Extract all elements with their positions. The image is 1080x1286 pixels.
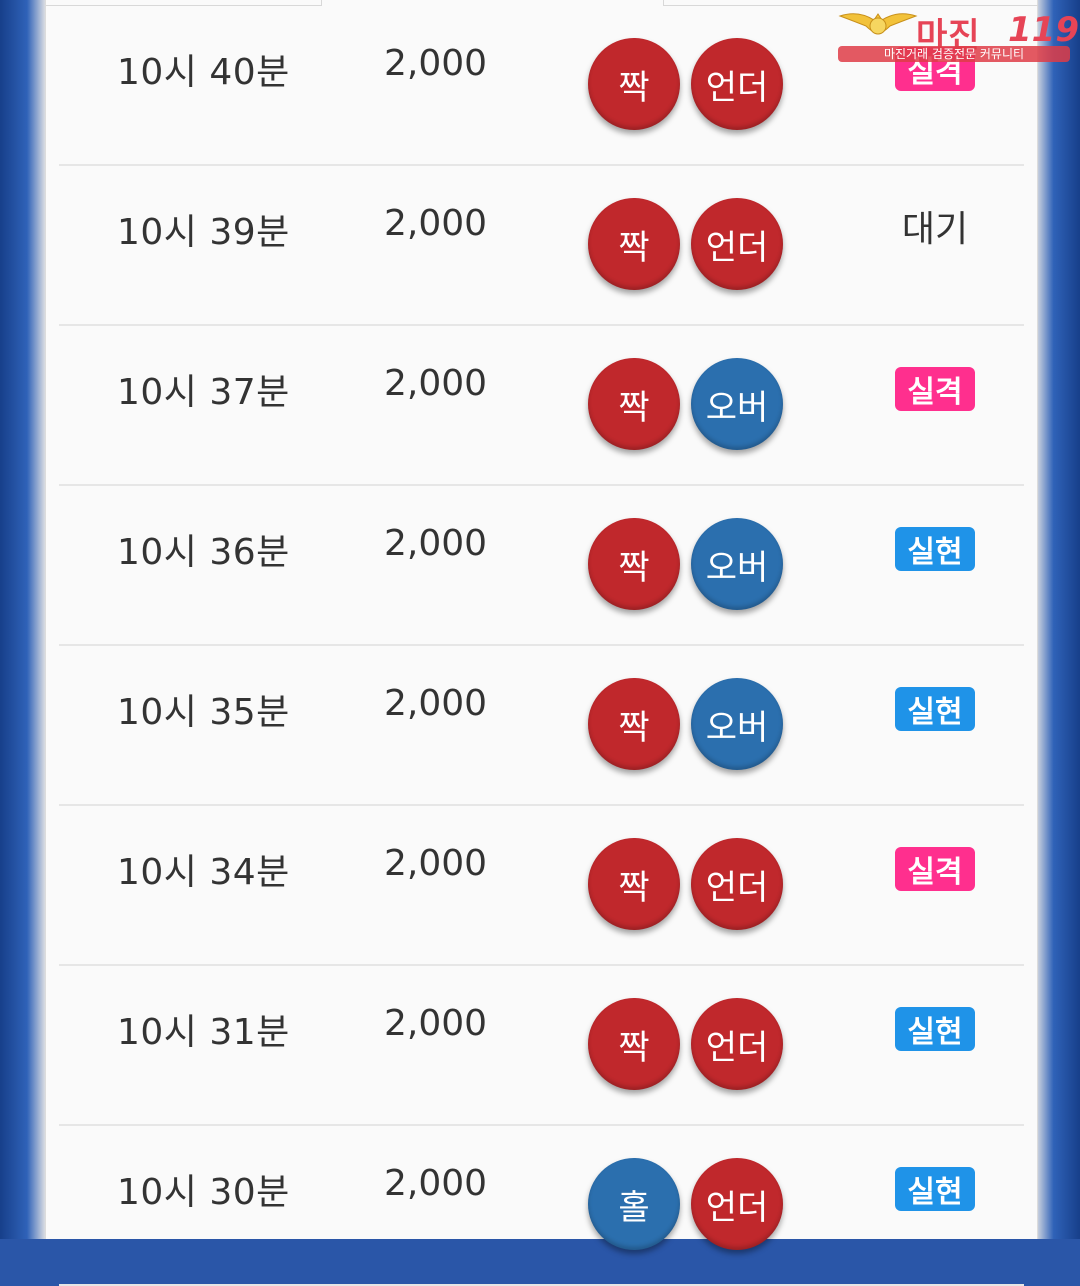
row-time: 10시 36분 (117, 532, 290, 573)
pick-ball-odd-even: 짝 (588, 38, 680, 130)
watermark-number: 119 (1008, 10, 1079, 50)
result-badge: 실현 (895, 1007, 975, 1051)
row-amount: 2,000 (384, 843, 488, 884)
pick-ball-odd-even: 홀 (588, 1158, 680, 1250)
result-badge: 실격 (895, 367, 975, 411)
row-amount: 2,000 (384, 1163, 488, 1204)
result-badge: 실현 (895, 1167, 975, 1211)
row-time: 10시 35분 (117, 692, 290, 733)
row-amount: 2,000 (384, 683, 488, 724)
eagle-emblem-icon (838, 13, 918, 35)
row-time: 10시 34분 (117, 852, 290, 893)
row-time: 10시 37분 (117, 372, 290, 413)
pick-ball-over-under: 언더 (691, 838, 783, 930)
background-right (1036, 0, 1080, 1239)
table-row: 10시 39분 2,000 짝 언더 대기 (59, 166, 1024, 326)
pick-ball-over-under: 오버 (691, 518, 783, 610)
pick-ball-odd-even: 짝 (588, 358, 680, 450)
pick-ball-over-under: 오버 (691, 358, 783, 450)
history-panel: 10시 40분 2,000 짝 언더 실격 10시 39분 2,000 짝 언더… (45, 0, 1038, 1286)
pick-ball-odd-even: 짝 (588, 838, 680, 930)
table-row: 10시 34분 2,000 짝 언더 실격 (59, 806, 1024, 966)
table-row: 10시 30분 2,000 홀 언더 실현 (59, 1126, 1024, 1286)
background-left (0, 0, 45, 1239)
pick-ball-over-under: 오버 (691, 678, 783, 770)
tab-3[interactable] (663, 0, 1038, 6)
row-amount: 2,000 (384, 523, 488, 564)
result-badge: 실현 (895, 687, 975, 731)
row-amount: 2,000 (384, 363, 488, 404)
table-row: 10시 40분 2,000 짝 언더 실격 (59, 6, 1024, 166)
pick-ball-over-under: 언더 (691, 998, 783, 1090)
row-amount: 2,000 (384, 203, 488, 244)
pick-ball-odd-even: 짝 (588, 678, 680, 770)
pick-ball-over-under: 언더 (691, 1158, 783, 1250)
row-time: 10시 30분 (117, 1172, 290, 1213)
row-amount: 2,000 (384, 1003, 488, 1044)
watermark-subtitle: 마진거래 검증전문 커뮤니티 (838, 46, 1070, 62)
tab-1[interactable] (46, 0, 322, 6)
tab-2[interactable] (323, 0, 661, 6)
row-time: 10시 40분 (117, 52, 290, 93)
row-time: 10시 31분 (117, 1012, 290, 1053)
result-badge: 실격 (895, 847, 975, 891)
pick-ball-odd-even: 짝 (588, 198, 680, 290)
table-row: 10시 35분 2,000 짝 오버 실현 (59, 646, 1024, 806)
pick-ball-over-under: 언더 (691, 38, 783, 130)
pick-ball-over-under: 언더 (691, 198, 783, 290)
watermark-logo: 마진 119 마진거래 검증전문 커뮤니티 (838, 8, 1079, 64)
pick-ball-odd-even: 짝 (588, 998, 680, 1090)
pick-ball-odd-even: 짝 (588, 518, 680, 610)
table-row: 10시 31분 2,000 짝 언더 실현 (59, 966, 1024, 1126)
row-time: 10시 39분 (117, 212, 290, 253)
row-amount: 2,000 (384, 43, 488, 84)
table-row: 10시 37분 2,000 짝 오버 실격 (59, 326, 1024, 486)
bet-history-list: 10시 40분 2,000 짝 언더 실격 10시 39분 2,000 짝 언더… (59, 6, 1024, 1286)
tab-bar-edge (46, 0, 1038, 6)
result-badge: 대기 (901, 209, 969, 250)
result-badge: 실현 (895, 527, 975, 571)
table-row: 10시 36분 2,000 짝 오버 실현 (59, 486, 1024, 646)
